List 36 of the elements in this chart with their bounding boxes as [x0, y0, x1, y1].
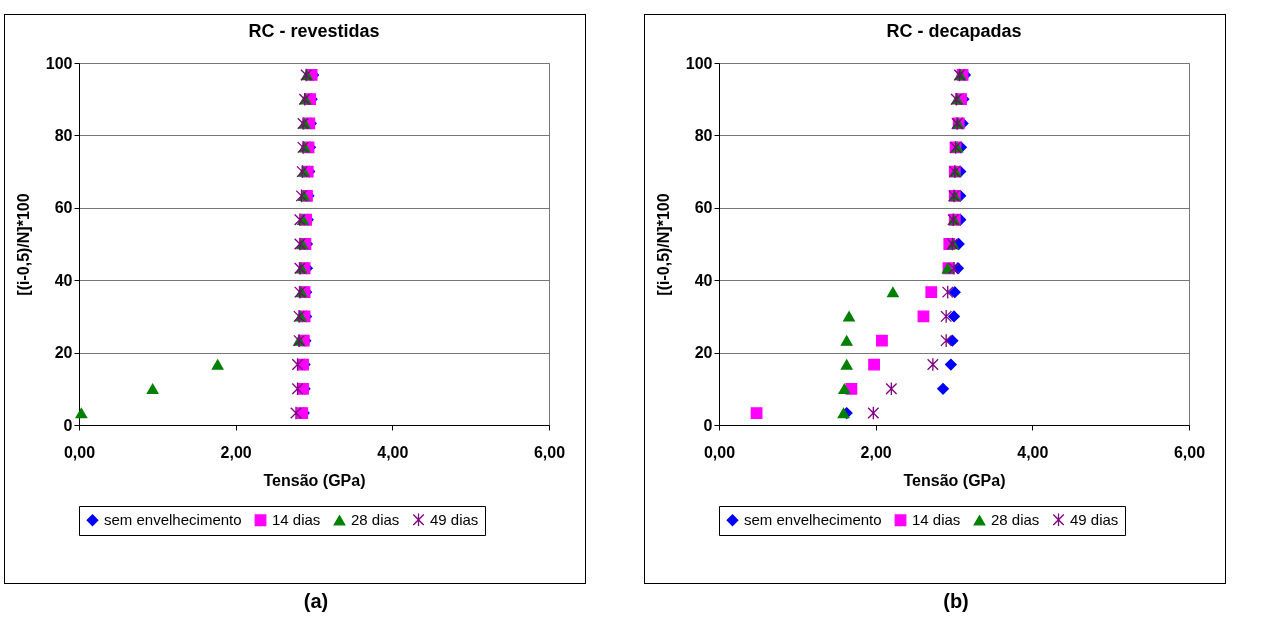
legend-label: sem envelhecimento: [104, 511, 242, 529]
y-tick-label: 0: [703, 416, 713, 434]
y-tick-label: 20: [694, 344, 713, 362]
y-tick-label: 60: [54, 199, 73, 217]
legend-label: 28 dias: [351, 511, 400, 529]
x-tick-label: 6,00: [1173, 443, 1206, 461]
x-tick-label: 6,00: [533, 443, 566, 461]
y-tick-label: 80: [54, 126, 73, 144]
y-tick-label: 100: [45, 54, 73, 72]
x-tick-label: 0,00: [703, 443, 736, 461]
x-tick-label: 4,00: [377, 443, 409, 461]
y-tick-label: 40: [694, 271, 713, 289]
text: (b): [942, 590, 970, 613]
legend-label: 28 dias: [991, 511, 1040, 529]
y-axis-title: [(i-0,5)/N]*100: [654, 193, 672, 296]
legend-label: 49 dias: [430, 510, 479, 528]
chart-title: RC - decapadas: [886, 21, 1022, 41]
x-tick-label: 0,00: [63, 443, 96, 461]
y-tick-label: 100: [685, 54, 713, 72]
y-tick-label: 40: [54, 271, 73, 289]
legend-label: 49 dias: [1070, 510, 1119, 528]
x-tick-label: 2,00: [860, 443, 892, 461]
chart-title: RC - revestidas: [248, 21, 380, 41]
y-axis-title: [(i-0,5)/N]*100: [14, 193, 32, 296]
legend-label: 14 dias: [272, 511, 321, 529]
text: (a): [302, 590, 330, 613]
y-tick-label: 60: [694, 199, 713, 217]
x-axis-title: Tensão (GPa): [903, 471, 1006, 489]
y-tick-label: 20: [54, 344, 73, 362]
x-tick-label: 4,00: [1017, 443, 1049, 461]
x-axis-title: Tensão (GPa): [263, 471, 366, 489]
y-tick-label: 80: [694, 126, 713, 144]
legend-label: sem envelhecimento: [744, 511, 882, 529]
y-tick-label: 0: [63, 416, 73, 434]
legend-label: 14 dias: [912, 511, 961, 529]
x-tick-label: 2,00: [220, 443, 252, 461]
